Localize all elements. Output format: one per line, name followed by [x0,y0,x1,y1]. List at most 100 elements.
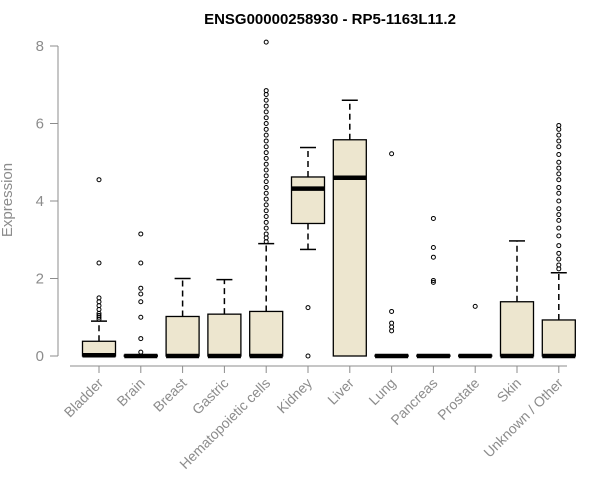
outlier-point [263,231,269,237]
outlier-point [263,132,269,138]
outlier-point [305,353,311,359]
chart-title: ENSG00000258930 - RP5-1163L11.2 [204,11,456,28]
box [249,310,284,357]
box-group [541,122,576,359]
x-tick-label: Bladder [61,375,107,421]
outlier-point [556,243,562,249]
outlier-point [556,212,562,218]
y-tick-label: 8 [36,38,44,55]
box-group [374,151,409,359]
outlier-point [556,250,562,256]
outlier-point [556,122,562,128]
x-tick-label: Kidney [274,375,316,417]
outlier-point [263,121,269,126]
outlier-point [96,312,102,318]
x-tick-label: Lung [365,375,398,408]
box-group [290,146,326,359]
y-axis-label: Expression [0,163,16,237]
outlier-point [305,305,311,311]
box [290,176,326,225]
outlier-point [389,151,395,157]
outlier-point [263,155,269,161]
outlier-point [556,152,562,157]
y-tick-label: 4 [36,193,44,210]
outlier-point [556,256,562,262]
outlier-point [389,308,395,314]
x-tick-label: Brain [113,375,147,409]
outlier-point [263,214,269,219]
outlier-point [430,245,436,250]
outlier-point [389,320,395,326]
outlier-point [556,262,562,268]
outlier-point [263,202,269,208]
outlier-point [138,291,144,297]
outlier-point [263,179,269,185]
outlier-point [556,198,562,204]
outlier-point [263,150,269,156]
outlier-point [263,184,269,190]
outlier-point [556,138,562,144]
outlier-point [556,225,562,231]
box-group [458,303,493,359]
x-tick-label: Skin [494,375,525,406]
outlier-point [263,115,269,121]
outlier-point [556,132,562,138]
outlier-point [138,349,144,355]
box [332,139,367,357]
x-tick-label: Unknown / Other [480,375,566,461]
y-tick-label: 6 [36,116,44,133]
y-tick-label: 0 [36,348,44,365]
outlier-point [263,196,269,202]
outlier-point [263,88,269,94]
x-tick-label: Prostate [434,375,482,423]
outlier-point [138,260,144,266]
box [207,313,242,357]
outlier-point [263,173,269,179]
outlier-point [556,177,562,183]
outlier-point [556,184,562,190]
outlier-point [263,144,269,150]
outlier-point [556,171,562,177]
outlier-point [263,225,269,231]
outlier-point [556,165,562,171]
outlier-point [430,277,436,283]
box [541,319,576,357]
outlier-point [263,208,269,214]
x-tick-label: Liver [324,375,357,408]
outlier-point [138,285,144,291]
outlier-point [556,159,562,165]
outlier-point [472,303,478,309]
outlier-point [96,177,102,183]
box-group [81,177,117,358]
outlier-point [430,254,436,260]
box-group [207,278,242,359]
box-group [165,277,200,359]
outlier-point [138,314,144,320]
outlier-point [263,167,269,173]
box-group [499,240,535,359]
outlier-point [263,219,269,225]
box-group [123,231,158,359]
outlier-point [263,109,269,115]
y-axis-ticks: 0 2 4 6 8 [36,38,58,365]
outlier-point [138,299,144,305]
y-tick-label: 2 [36,271,44,288]
outlier-point [263,97,269,103]
outlier-point [556,144,562,150]
outlier-point [96,295,102,301]
outlier-point [556,190,562,196]
outlier-point [556,217,562,223]
box-series [81,39,576,359]
outlier-point [263,138,269,144]
x-tick-label: Breast [150,375,190,415]
outlier-point [138,231,144,237]
outlier-point [263,161,269,167]
outlier-point [556,233,562,239]
outlier-point [430,215,436,221]
outlier-point [263,190,269,196]
box [165,315,200,357]
box-group [249,39,284,359]
outlier-point [263,103,269,109]
outlier-point [96,260,102,266]
